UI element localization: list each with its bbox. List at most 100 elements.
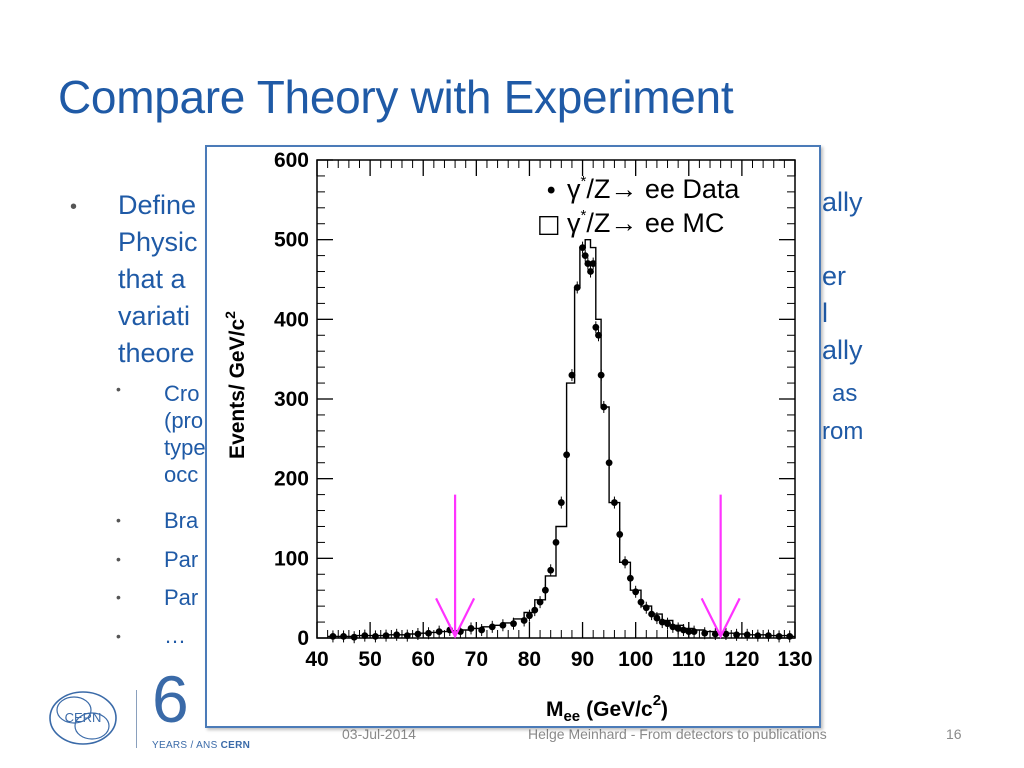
data-point (488, 623, 496, 631)
x-tick-label: 110 (672, 648, 706, 671)
data-point (568, 371, 576, 379)
data-point (478, 626, 486, 634)
data-point (648, 610, 655, 618)
y-tick-label: 0 (297, 627, 309, 650)
data-point (350, 633, 358, 641)
y-tick-label: 600 (274, 149, 309, 172)
footer-separator (136, 690, 137, 748)
data-point (563, 451, 571, 459)
data-point (605, 459, 613, 467)
sixty-years-brand: CERN (220, 740, 251, 751)
sub-bullet-item: Bra (164, 508, 199, 533)
bullet-text-right-4: ally (822, 335, 863, 365)
data-point (541, 586, 549, 594)
x-axis-label-main: M (546, 698, 564, 721)
x-tick-label: 80 (518, 648, 541, 671)
cut-arrow-head (700, 597, 741, 639)
data-point (597, 371, 605, 379)
data-point (581, 252, 589, 259)
sub-bullet-item: Par (164, 547, 199, 572)
data-point (435, 628, 443, 636)
y-tick-label: 100 (274, 547, 309, 570)
data-point (340, 633, 347, 640)
data-point (711, 630, 719, 638)
chart-panel: 0 100 200 300 400 500 600 40 50 60 70 80 90 100 110 12… (205, 145, 821, 728)
data-point (510, 620, 517, 628)
sub-bullet-item: … (164, 623, 186, 648)
sub-bullet-line-1: Cro (164, 381, 200, 406)
x-axis: 40 50 60 70 80 90 100 110 120 130 (305, 160, 813, 671)
legend-text-data: /Z→ ee Data (586, 174, 740, 204)
data-point (372, 633, 379, 640)
data-point (382, 632, 390, 640)
data-point (733, 631, 740, 639)
data-point (743, 631, 751, 639)
legend-star-data: * (581, 173, 587, 190)
data-point (765, 632, 772, 640)
data-point (547, 566, 555, 574)
sub-bullet-dot: • (116, 381, 121, 397)
bullet-dot: • (70, 196, 78, 218)
data-point (329, 633, 337, 640)
data-point (467, 625, 475, 632)
cut-arrow-head (435, 597, 476, 639)
y-tick-label: 400 (274, 308, 309, 331)
sixty-years-logo-text: YEARS / ANS CERN (152, 740, 250, 751)
sub-bullet-line-3: type (164, 435, 206, 460)
sub-bullet-item: Par (164, 585, 199, 610)
sub-bullet-dot: • (116, 589, 121, 605)
data-point (361, 632, 369, 640)
data-point (587, 268, 594, 275)
legend-marker-data: • (547, 177, 555, 204)
cern-logo-ring (49, 691, 117, 745)
legend: • γ*/Z→ ee Data □ γ*/Z→ ee MC (537, 173, 740, 238)
y-tick-label: 300 (274, 388, 309, 411)
data-point (621, 558, 629, 566)
legend-gamma-data: γ (567, 174, 581, 204)
x-axis-label-units: (GeV/c (586, 698, 653, 721)
mc-series (327, 239, 795, 638)
data-point (584, 260, 592, 267)
data-point (526, 612, 533, 620)
data-point (669, 623, 677, 631)
data-point (642, 604, 650, 612)
data-point (632, 588, 640, 596)
data-point (616, 531, 624, 538)
x-tick-label: 120 (724, 648, 759, 671)
bullet-text-line-3: that a (118, 264, 186, 294)
data-point (658, 618, 666, 626)
data-point (595, 331, 602, 339)
sub-bullet-line-4: occ (164, 462, 199, 487)
data-point (403, 632, 411, 640)
data-point (611, 499, 618, 506)
x-axis-label-close: ) (661, 698, 668, 721)
data-series (329, 241, 794, 644)
data-point (690, 628, 698, 636)
data-point (552, 539, 560, 546)
data-point (573, 284, 581, 291)
y-axis: 0 100 200 300 400 500 600 (274, 149, 795, 650)
sixty-years-logo-number: 6 (152, 662, 189, 736)
y-axis-label-text: Events/ GeV/c (226, 319, 249, 459)
data-point (600, 403, 608, 411)
data-point (722, 630, 730, 638)
cern-logo-text: CERN (65, 710, 102, 725)
data-point (579, 244, 586, 252)
data-point (393, 631, 401, 639)
y-tick-label: 500 (274, 229, 309, 252)
y-axis-label-sup: 2 (222, 311, 238, 319)
data-point (520, 617, 528, 624)
cern-logo: CERN (49, 691, 117, 745)
data-point (626, 574, 634, 582)
data-point (674, 625, 682, 632)
x-tick-label: 70 (465, 648, 488, 671)
data-point (775, 633, 783, 640)
x-axis-label-sub: ee (563, 708, 580, 725)
bullet-text-line-1: Define (118, 190, 197, 220)
data-point (754, 632, 762, 640)
footer-date: 03-Jul-2014 (342, 726, 416, 742)
x-tick-label: 40 (305, 648, 328, 671)
data-point (592, 323, 600, 331)
legend-entry-mc: γ*/Z→ ee MC (567, 207, 724, 238)
